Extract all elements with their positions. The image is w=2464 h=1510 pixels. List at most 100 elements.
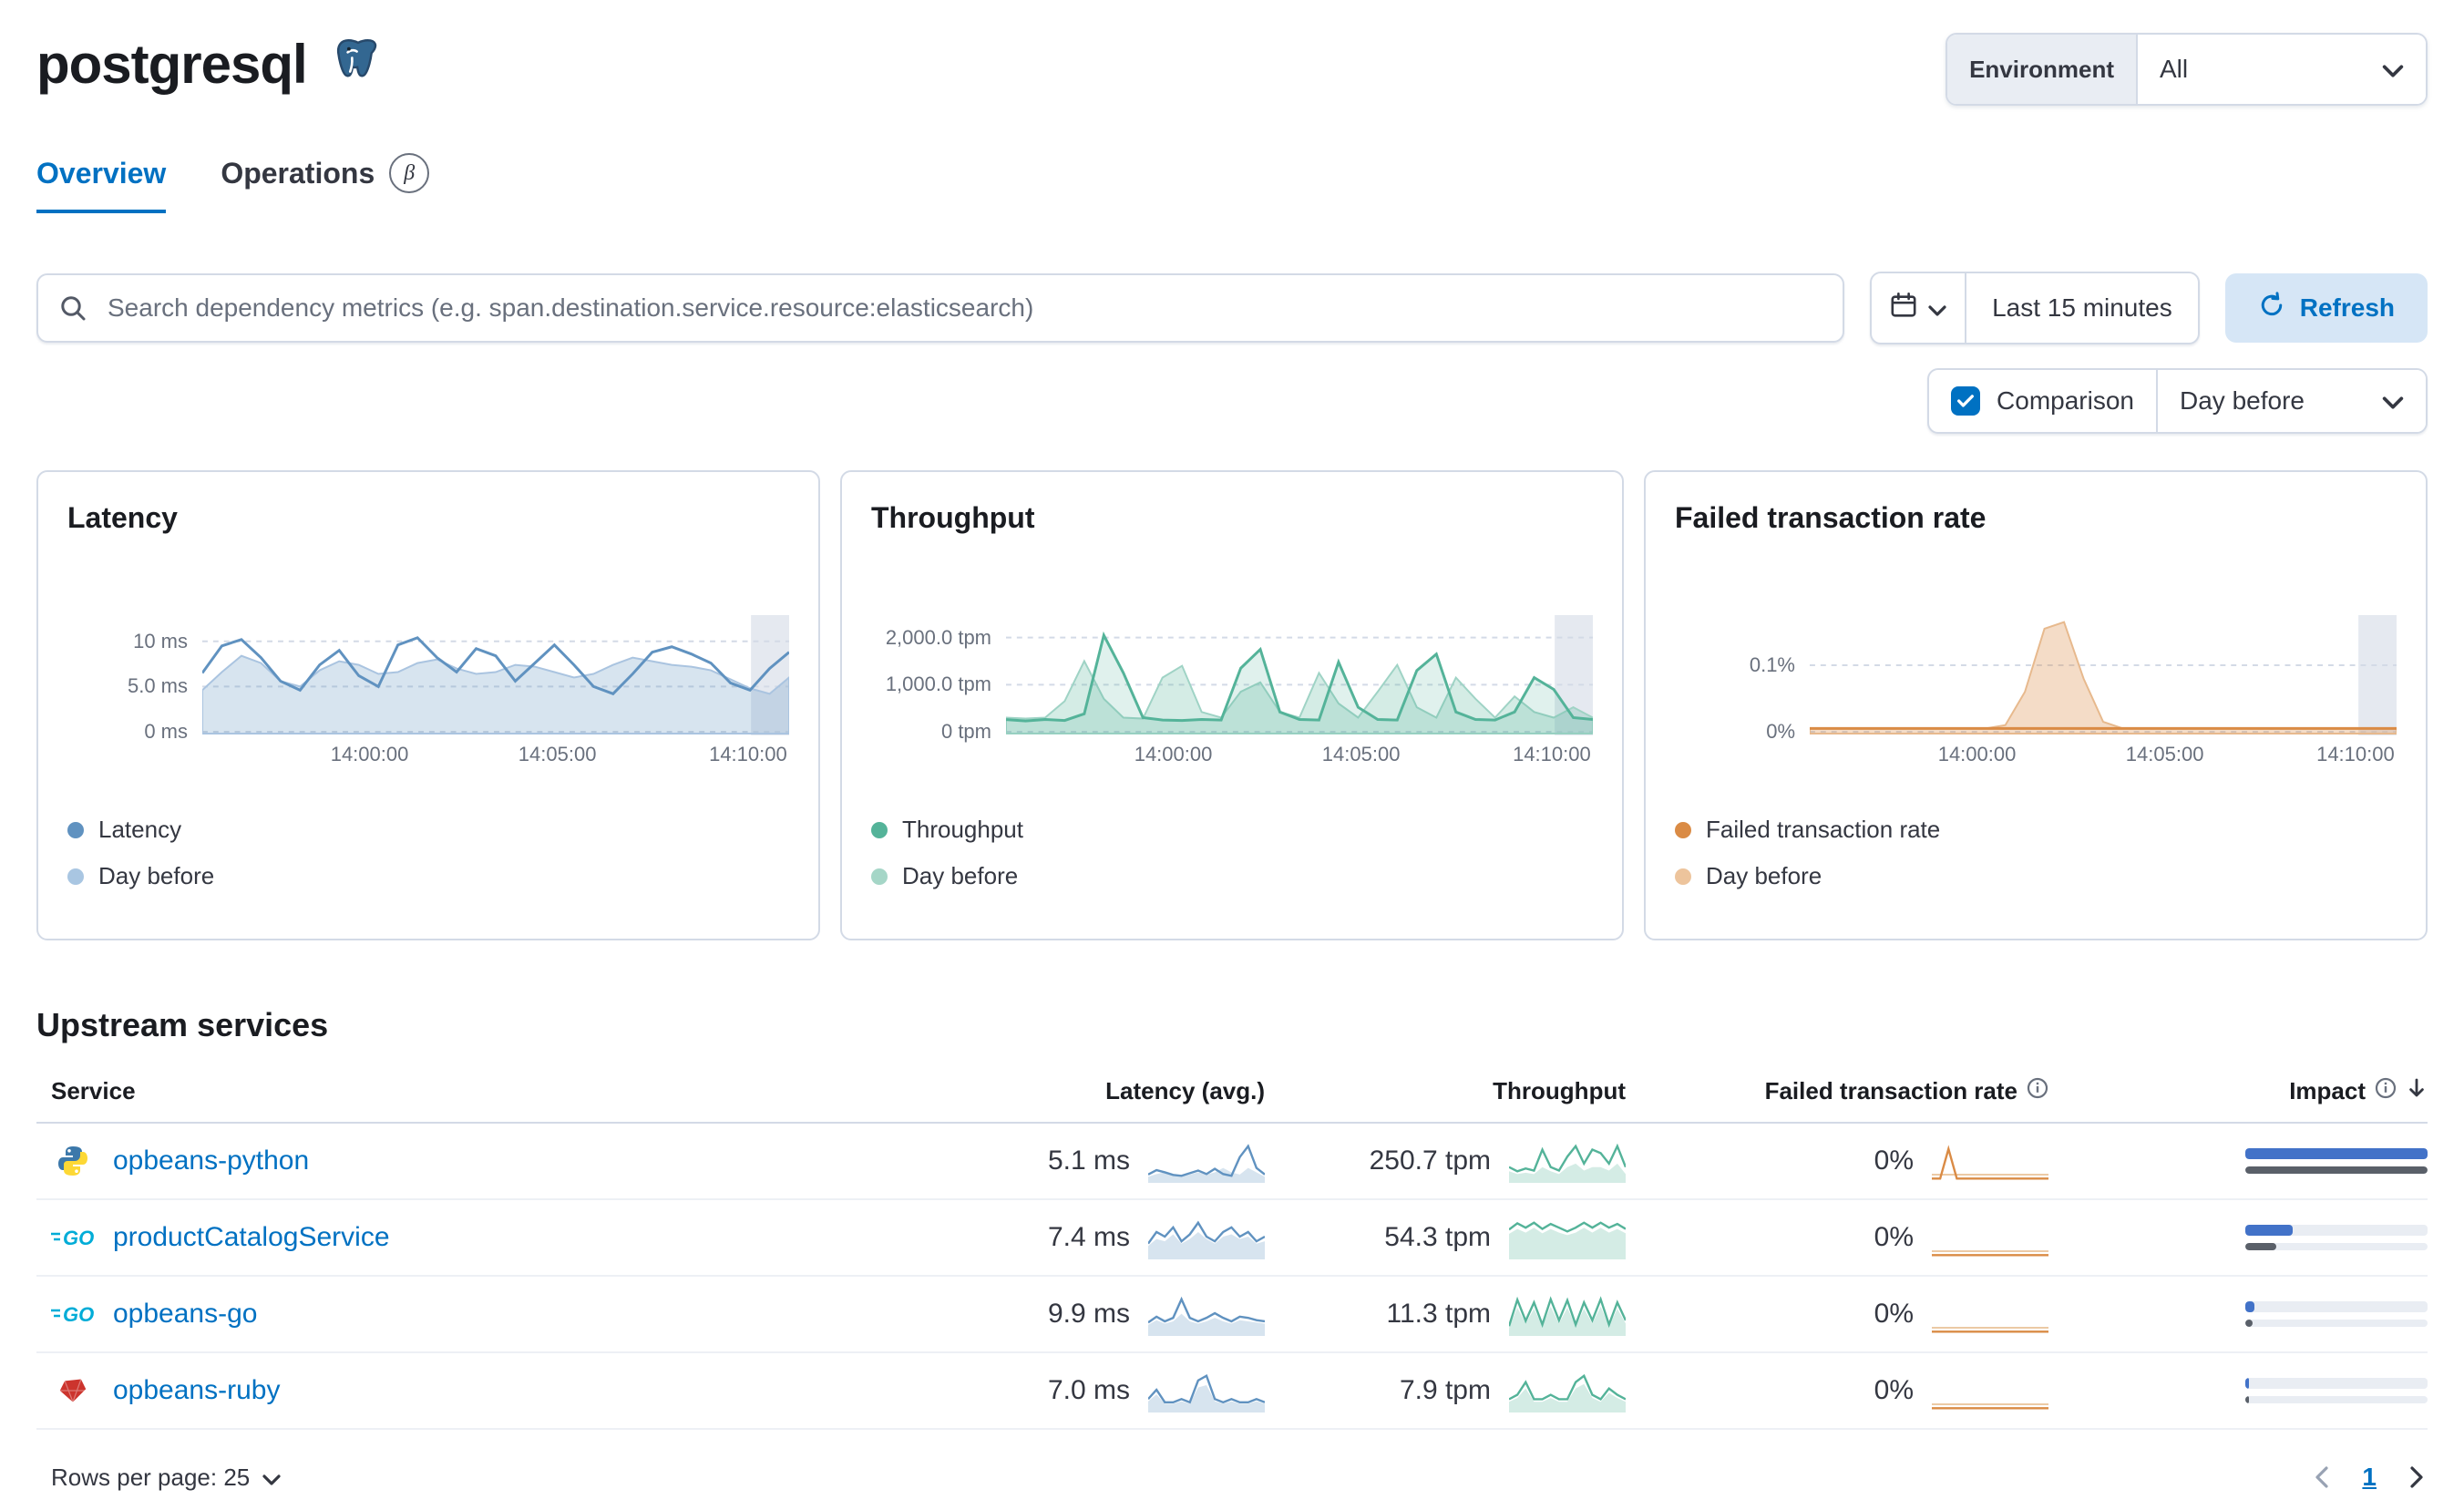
- latency-sparkline: [1147, 1367, 1266, 1414]
- sparkline-canvas: [1147, 1296, 1266, 1336]
- latency-card: Latency 10 ms 5.0 ms 0 ms 14:00:00 14:05:00 1…: [36, 470, 820, 940]
- failed-rate-value: 0%: [1874, 1222, 1914, 1252]
- throughput-chart[interactable]: 2,000.0 tpm 1,000.0 tpm 0 tpm 14:00:00 14:05…: [871, 615, 1593, 765]
- throughput-value: 54.3 tpm: [1384, 1222, 1491, 1252]
- page-title: postgresql: [36, 34, 308, 95]
- impact-bar: [2245, 1378, 2428, 1403]
- comparison-checkbox[interactable]: [1951, 386, 1981, 416]
- time-range-button[interactable]: Last 15 minutes: [1966, 273, 2198, 343]
- column-header-failed-rate[interactable]: Failed transaction rate: [1626, 1077, 2048, 1105]
- info-icon[interactable]: [2027, 1077, 2048, 1105]
- legend-label: Failed transaction rate: [1706, 816, 1941, 843]
- column-label: Throughput: [1493, 1077, 1626, 1104]
- impact-bar-track: [2245, 1166, 2428, 1174]
- impact-bar-fill: [2245, 1243, 2276, 1250]
- search-input[interactable]: [36, 273, 1845, 343]
- chart-plot-area[interactable]: 14:00:00 14:05:00 14:10:00: [1006, 615, 1593, 765]
- failed-rate-sparkline: [1932, 1290, 2048, 1338]
- rows-per-page-button[interactable]: Rows per page: 25: [36, 1464, 281, 1492]
- chart-canvas[interactable]: [1810, 615, 2397, 735]
- legend-dot: [1675, 868, 1691, 885]
- column-header-service[interactable]: Service: [36, 1077, 959, 1105]
- tab-operations[interactable]: Operations β: [221, 153, 430, 213]
- ruby-icon: [51, 1376, 95, 1405]
- legend-item[interactable]: Day before: [1675, 862, 2397, 890]
- sparkline-canvas: [1932, 1145, 2048, 1180]
- x-axis-tick-label: 14:10:00: [709, 743, 787, 765]
- legend-label: Latency: [98, 816, 182, 843]
- y-axis-tick-label: 0 tpm: [940, 720, 991, 743]
- legend-item[interactable]: Throughput: [871, 816, 1593, 844]
- comparison-checkbox-group: Comparison: [1929, 370, 2156, 432]
- legend-item[interactable]: Failed transaction rate: [1675, 816, 2397, 844]
- sparkline-canvas: [1508, 1221, 1627, 1259]
- failed-rate-value: 0%: [1874, 1299, 1914, 1329]
- failed-rate-cell: 0%: [1626, 1367, 2048, 1414]
- search-bar: [36, 273, 1845, 343]
- rows-per-page-label: Rows per page: 25: [51, 1463, 251, 1491]
- previous-page-button[interactable]: [2311, 1463, 2333, 1492]
- table-row[interactable]: opbeans-python 5.1 ms 250.7 tpm 0%: [36, 1124, 2428, 1200]
- throughput-sparkline: [1508, 1214, 1627, 1261]
- impact-bar-fill: [2245, 1301, 2254, 1312]
- service-link[interactable]: productCatalogService: [113, 1222, 390, 1252]
- latency-cell: 9.9 ms: [959, 1290, 1266, 1338]
- sparkline-canvas: [1147, 1144, 1266, 1183]
- y-axis-tick-label: 2,000.0 tpm: [885, 625, 991, 649]
- table-row[interactable]: opbeans-ruby 7.0 ms 7.9 tpm 0%: [36, 1353, 2428, 1430]
- legend-label: Day before: [1706, 862, 1822, 889]
- beta-badge: β: [389, 153, 430, 193]
- comparison-select[interactable]: Day before: [2156, 370, 2426, 432]
- date-quick-select-button[interactable]: [1872, 273, 1967, 343]
- impact-bar: [2245, 1225, 2428, 1250]
- latency-sparkline: [1147, 1137, 1266, 1185]
- column-header-latency[interactable]: Latency (avg.): [959, 1077, 1265, 1105]
- legend-item[interactable]: Latency: [67, 816, 789, 844]
- sort-desc-icon: [2406, 1077, 2428, 1105]
- next-page-button[interactable]: [2406, 1463, 2428, 1492]
- latency-chart[interactable]: 10 ms 5.0 ms 0 ms 14:00:00 14:05:00 14:10:00: [67, 615, 789, 765]
- page-number-button[interactable]: 1: [2362, 1463, 2377, 1491]
- throughput-card: Throughput 2,000.0 tpm 1,000.0 tpm 0 tpm 14…: [840, 470, 1624, 940]
- service-cell: GO productCatalogService: [36, 1222, 959, 1253]
- x-axis-tick-label: 14:10:00: [1513, 743, 1591, 765]
- legend-item[interactable]: Day before: [67, 862, 789, 890]
- failed-transaction-rate-chart[interactable]: 0.1% 0% 14:00:00 14:05:00 14:10:00: [1675, 615, 2397, 765]
- metric-cards: Latency 10 ms 5.0 ms 0 ms 14:00:00 14:05:00 1…: [36, 470, 2428, 940]
- chart-canvas[interactable]: [1006, 615, 1593, 735]
- chart-plot-area[interactable]: 14:00:00 14:05:00 14:10:00: [1810, 615, 2397, 765]
- x-axis-tick-label: 14:00:00: [1937, 743, 2017, 765]
- failed-rate-sparkline: [1932, 1137, 2048, 1185]
- refresh-icon: [2258, 291, 2285, 325]
- tab-bar: Overview Operations β: [36, 153, 2428, 213]
- column-header-impact[interactable]: Impact: [2048, 1077, 2428, 1105]
- service-link[interactable]: opbeans-python: [113, 1145, 310, 1176]
- refresh-button[interactable]: Refresh: [2224, 273, 2428, 343]
- table-row[interactable]: GO opbeans-go 9.9 ms 11.3 tpm 0%: [36, 1277, 2428, 1353]
- info-icon[interactable]: [2375, 1077, 2397, 1105]
- chart-plot-area[interactable]: 14:00:00 14:05:00 14:10:00: [202, 615, 789, 765]
- chart-canvas[interactable]: [202, 615, 789, 735]
- service-link[interactable]: opbeans-ruby: [113, 1375, 281, 1405]
- svg-text:GO: GO: [63, 1227, 94, 1249]
- y-axis: 10 ms 5.0 ms 0 ms: [67, 615, 188, 743]
- svg-text:GO: GO: [63, 1303, 94, 1326]
- x-axis-tick-label: 14:05:00: [1321, 743, 1401, 765]
- impact-bar-fill: [2245, 1166, 2428, 1174]
- throughput-sparkline: [1508, 1137, 1627, 1185]
- impact-bar: [2245, 1301, 2428, 1327]
- environment-select[interactable]: All: [2138, 35, 2426, 104]
- table-row[interactable]: GO productCatalogService 7.4 ms 54.3 tpm…: [36, 1200, 2428, 1277]
- tab-overview[interactable]: Overview: [36, 153, 167, 213]
- upstream-services-table: Service Latency (avg.) Throughput Failed…: [36, 1066, 2428, 1430]
- service-link[interactable]: opbeans-go: [113, 1299, 258, 1329]
- tab-overview-label: Overview: [36, 156, 167, 190]
- failed-rate-cell: 0%: [1626, 1290, 2048, 1338]
- legend-dot: [67, 821, 84, 838]
- python-icon: [51, 1145, 95, 1177]
- column-header-throughput[interactable]: Throughput: [1265, 1077, 1626, 1105]
- tab-operations-label: Operations: [221, 156, 375, 190]
- legend-item[interactable]: Day before: [871, 862, 1593, 890]
- failed-rate-cell: 0%: [1626, 1137, 2048, 1185]
